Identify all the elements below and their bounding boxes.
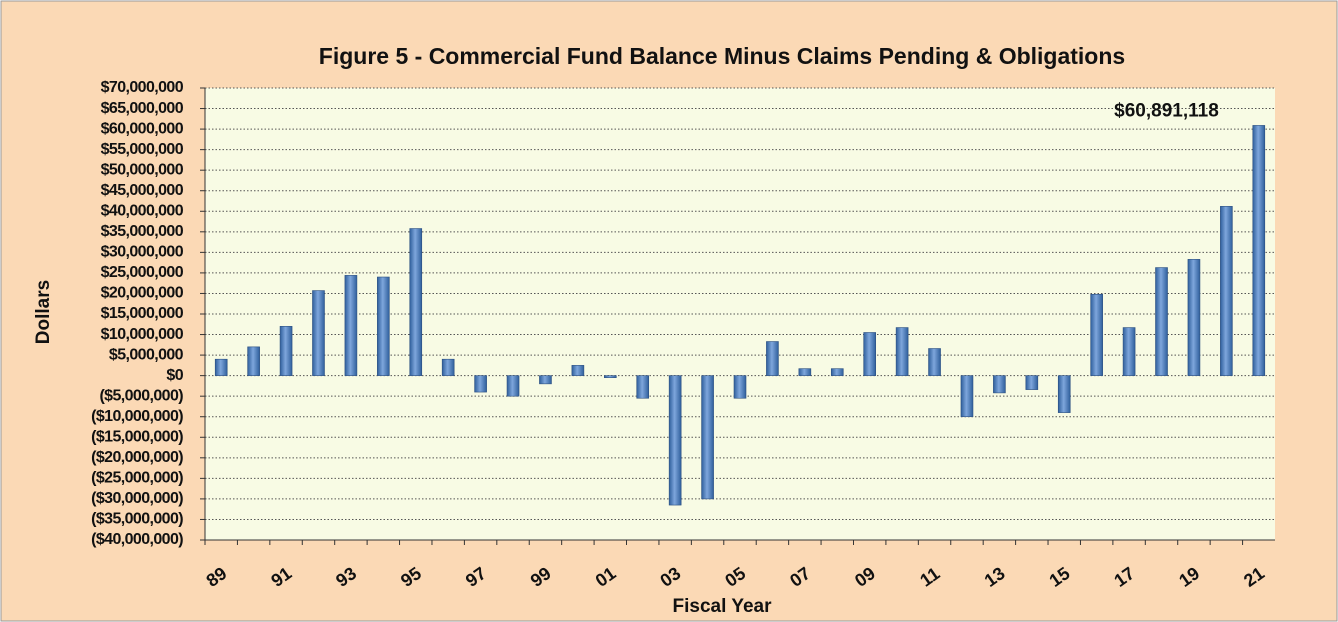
bar <box>1252 125 1266 376</box>
bar <box>214 358 228 376</box>
bar <box>506 375 520 397</box>
y-tick-label: ($5,000,000) <box>99 387 183 404</box>
bar <box>247 346 260 376</box>
y-tick-label: $40,000,000 <box>101 202 184 219</box>
bar <box>604 375 617 378</box>
bar <box>1187 259 1201 376</box>
y-tick-label: ($35,000,000) <box>91 511 183 528</box>
y-tick-label: $55,000,000 <box>101 141 184 158</box>
data-label: $60,891,118 <box>1114 100 1219 121</box>
bar <box>1155 267 1168 376</box>
y-tick-label: ($15,000,000) <box>91 428 183 445</box>
y-tick-label: $30,000,000 <box>101 244 184 261</box>
bar <box>928 348 941 376</box>
bar <box>863 332 876 376</box>
bar <box>993 375 1006 394</box>
bar <box>279 326 293 376</box>
chart-title: Figure 5 - Commercial Fund Balance Minus… <box>319 43 1125 69</box>
y-tick-label: $15,000,000 <box>101 305 184 322</box>
y-tick-label: $50,000,000 <box>101 161 184 178</box>
y-tick-label: ($30,000,000) <box>91 490 183 507</box>
y-tick-label: ($25,000,000) <box>91 470 183 487</box>
y-tick-label: $70,000,000 <box>101 79 184 96</box>
bar <box>1025 375 1039 390</box>
bar <box>798 368 812 376</box>
bar <box>668 375 682 506</box>
y-tick-label: ($10,000,000) <box>91 408 183 425</box>
y-tick-label: $20,000,000 <box>101 285 184 302</box>
bar <box>474 375 487 393</box>
y-tick-label: $25,000,000 <box>101 264 184 281</box>
y-tick-label: ($20,000,000) <box>91 449 183 466</box>
bar <box>409 228 423 376</box>
y-tick-label: $5,000,000 <box>109 346 184 363</box>
x-axis-label: Fiscal Year <box>673 596 773 617</box>
bar <box>701 375 714 500</box>
bar <box>1090 293 1103 376</box>
y-axis-label: Dollars <box>33 280 54 344</box>
bar <box>1220 206 1233 376</box>
bar <box>1057 375 1071 413</box>
bar <box>733 375 747 399</box>
bar <box>441 358 455 376</box>
bar <box>830 368 844 376</box>
bar <box>312 290 325 376</box>
bar <box>636 375 650 399</box>
y-tick-label: $10,000,000 <box>101 326 184 343</box>
bar <box>766 341 779 376</box>
y-tick-label: $60,000,000 <box>101 120 184 137</box>
y-tick-label: $65,000,000 <box>101 100 184 117</box>
y-tick-label: $45,000,000 <box>101 182 184 199</box>
plot-area <box>205 88 1275 540</box>
bar <box>960 375 974 418</box>
bar <box>1122 327 1136 376</box>
y-tick-label: $0 <box>166 367 183 384</box>
bar <box>895 327 909 376</box>
y-tick-label: $35,000,000 <box>101 223 184 240</box>
bar <box>377 276 390 376</box>
bar <box>344 275 358 376</box>
y-tick-label: ($40,000,000) <box>91 531 183 548</box>
bar <box>539 375 552 385</box>
bar <box>571 365 585 376</box>
